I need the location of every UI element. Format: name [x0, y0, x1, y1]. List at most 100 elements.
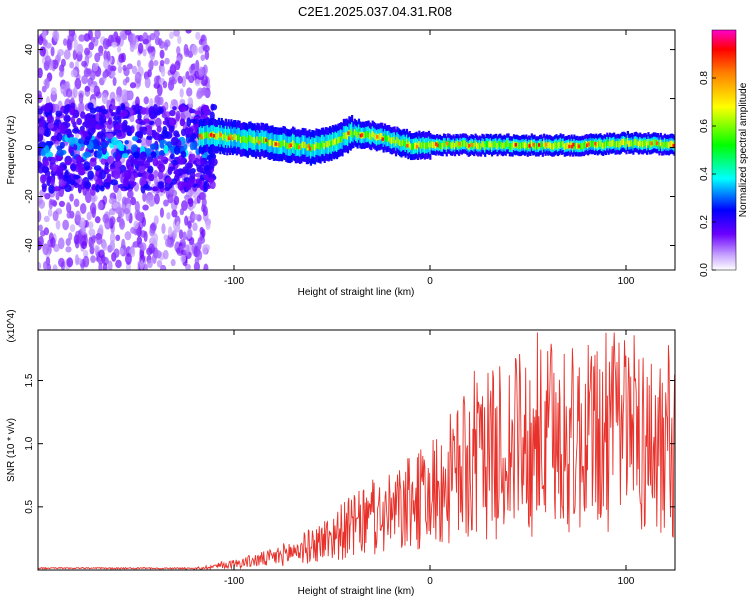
spectrogram-blob-cell [151, 151, 157, 159]
spectrogram-ridge-core [422, 141, 425, 148]
spectrogram-ridge-core [270, 139, 273, 146]
spectrogram-ridge-peak [544, 142, 549, 147]
spectrogram-ridge-core [431, 141, 435, 149]
spectrogram-blob-cell [68, 136, 75, 145]
spectrogram-ridge-core [628, 140, 631, 147]
spectrogram-blob-cell [70, 115, 75, 125]
spectrogram-noise-cell [52, 264, 58, 270]
spectrogram-ridge-core [493, 141, 496, 148]
spectrogram-blob-cell [110, 105, 118, 111]
spectrogram-ridge-core [386, 135, 389, 142]
spectrogram-ridge-core [596, 142, 599, 149]
spectrogram-ridge-peak [568, 144, 573, 149]
spectrogram-ridge-core [408, 141, 411, 148]
spectrogram-blob-cell [55, 155, 61, 162]
spectrogram-ridge-core [223, 135, 226, 142]
spectrogram-ridge-core [540, 141, 543, 148]
spectrogram-noise-cell [178, 229, 184, 240]
spectrogram-ridge-core [474, 140, 477, 147]
spectrogram-noise-cell [190, 63, 196, 71]
spectrogram-ridge-core [486, 140, 490, 148]
spectrogram-ridge-core [654, 139, 657, 146]
spectrogram-ridge-core [322, 141, 325, 148]
spectrogram-blob-cell [146, 128, 153, 137]
spectrogram-blob-cell [83, 140, 90, 146]
spectrogram-ridge-core [617, 140, 620, 148]
spectrogram-ridge-core [556, 142, 560, 150]
spectrogram-ridge-core [394, 139, 398, 147]
spectrogram-noise-cell [66, 38, 72, 50]
spectrogram-noise-cell [203, 263, 209, 270]
spectrogram-noise-cell [191, 44, 198, 56]
spectrogram-ridge-core [300, 143, 303, 150]
spectrogram-blob-cell [146, 135, 153, 141]
spectrogram-noise-cell [154, 176, 159, 186]
spectrogram-blob-cell [152, 157, 159, 167]
spectrogram-ridge-peak [458, 142, 463, 146]
spectrogram-blob-cell [162, 120, 168, 126]
spectrogram-ridge-peak [514, 142, 519, 147]
spectrogram-blob-cell [178, 104, 184, 110]
spectrogram-noise-cell [198, 66, 205, 77]
spectrogram-ridge-core [552, 143, 555, 150]
spectrogram-ridge-peak [537, 143, 542, 147]
spectrogram-noise-cell [50, 87, 57, 95]
spectrogram-ridge-core [614, 141, 617, 148]
spectrogram-noise-cell [66, 201, 71, 212]
spectrogram-blob-cell [91, 183, 96, 191]
spectrogram-blob-cell [170, 153, 175, 160]
spectrogram-blob-cell [58, 178, 64, 187]
spectrogram-noise-cell [75, 210, 81, 223]
spectrogram-blob-cell [100, 141, 109, 149]
spectrogram-ridge-core [460, 141, 463, 148]
spectrogram-noise-cell [119, 247, 124, 255]
spectrogram-noise-cell [194, 257, 200, 266]
spectrogram-ridge-core [543, 140, 546, 147]
spectrogram-noise-cell [89, 70, 96, 81]
spectrogram-blob-cell [99, 185, 105, 192]
spectrogram-blob-cell [103, 181, 111, 188]
spectrogram-ridge-peak [277, 142, 282, 147]
spectrogram-noise-cell [55, 191, 60, 201]
spectrogram-ridge-core [238, 134, 241, 141]
spectrogram-noise-cell [102, 38, 110, 50]
spectrogram-blob-cell [40, 149, 46, 157]
spectrogram-noise-cell [142, 191, 147, 202]
spectrogram-ridge-core [576, 142, 579, 150]
spectrogram-noise-cell [160, 265, 166, 270]
spectrogram-blob-cell [207, 177, 215, 183]
spectrogram-blob-cell [96, 149, 102, 159]
spectrogram-blob-cell [189, 171, 196, 180]
spectrogram-ridge-peak [308, 147, 313, 151]
spectrogram-noise-cell [173, 30, 181, 37]
spectrogram-ridge-core [418, 140, 421, 148]
spectrogram-blob-cell [40, 174, 46, 184]
spectrogram-ridge-core [346, 133, 350, 140]
spectrogram-ridge-core [315, 142, 318, 149]
spectrogram-noise-cell [60, 83, 65, 95]
spectrogram-noise-cell [155, 117, 162, 128]
spectrogram-noise-cell [137, 34, 144, 42]
spectrogram-ridge-core [570, 141, 573, 148]
spectrogram-ridge-core [484, 143, 487, 150]
spectrogram-blob-cell [90, 157, 97, 162]
spectrogram-noise-cell [38, 67, 43, 79]
spectrogram-ridge-core [248, 135, 251, 142]
spectrogram-ridge-core [334, 138, 337, 145]
spectrogram-blob-cell [78, 166, 85, 176]
spectrogram-ridge-core [495, 140, 498, 148]
spectrogram-ridge-core [286, 142, 289, 150]
spectrogram-ridge-core [222, 133, 225, 141]
snr-y-label: SNR (10 * v/v) [6, 418, 17, 482]
spectrogram-ridge-core [296, 143, 299, 150]
spectrogram-blob-cell [106, 173, 112, 179]
spectrogram-ridge-core [512, 141, 516, 148]
spectrogram-noise-cell [90, 255, 96, 263]
spectrogram-ridge-core [320, 141, 324, 148]
spectrogram-noise-cell [47, 208, 53, 217]
spectrogram-x-label: Height of straight line (km) [298, 287, 415, 298]
spectrogram-ridge-core [455, 140, 458, 148]
spectrogram-noise-cell [183, 48, 190, 58]
spectrogram-noise-cell [124, 30, 132, 36]
spectrogram-ridge-core [666, 141, 669, 148]
